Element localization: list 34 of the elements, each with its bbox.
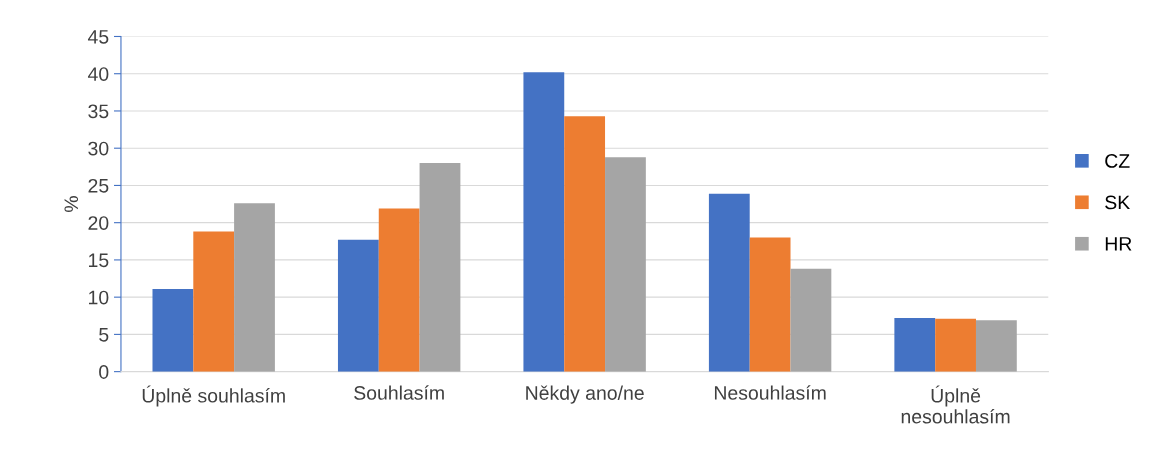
bar — [152, 288, 194, 372]
y-tick-label: 0 — [99, 365, 109, 379]
x-tick-label: Úplně nesouhlasím — [901, 385, 1010, 424]
bar — [749, 237, 791, 372]
bar — [337, 239, 379, 372]
bar — [975, 320, 1017, 372]
x-tick-label: Nesouhlasím — [714, 385, 826, 400]
y-tick-label: 40 — [87, 67, 109, 81]
y-tick-label: 5 — [99, 328, 109, 342]
legend-label: HR — [1105, 237, 1132, 251]
x-tick-label: Úplně souhlasím — [142, 385, 285, 407]
bar — [378, 208, 420, 372]
y-tick-label: 15 — [89, 253, 109, 268]
x-tick-label: Souhlasím — [354, 385, 444, 400]
bar — [894, 318, 936, 372]
x-tick-label: Někdy ano/ne — [526, 385, 644, 404]
legend-label: SK — [1105, 195, 1130, 210]
y-axis-title: % — [64, 196, 79, 213]
y-tick-label: 10 — [89, 290, 109, 305]
bar — [419, 163, 461, 372]
bar — [523, 72, 565, 372]
y-tick-label: 35 — [88, 104, 109, 119]
bar — [564, 116, 606, 372]
y-tick-label: 30 — [88, 141, 109, 156]
legend-label: CZ — [1105, 154, 1130, 168]
bar — [790, 268, 832, 372]
bar — [708, 193, 750, 372]
bar — [935, 318, 976, 372]
bar — [234, 203, 275, 372]
y-tick-label: 20 — [88, 216, 109, 230]
y-tick-label: 45 — [87, 30, 109, 44]
y-tick-label: 25 — [88, 178, 109, 193]
bar — [193, 231, 235, 372]
bar — [605, 157, 646, 372]
